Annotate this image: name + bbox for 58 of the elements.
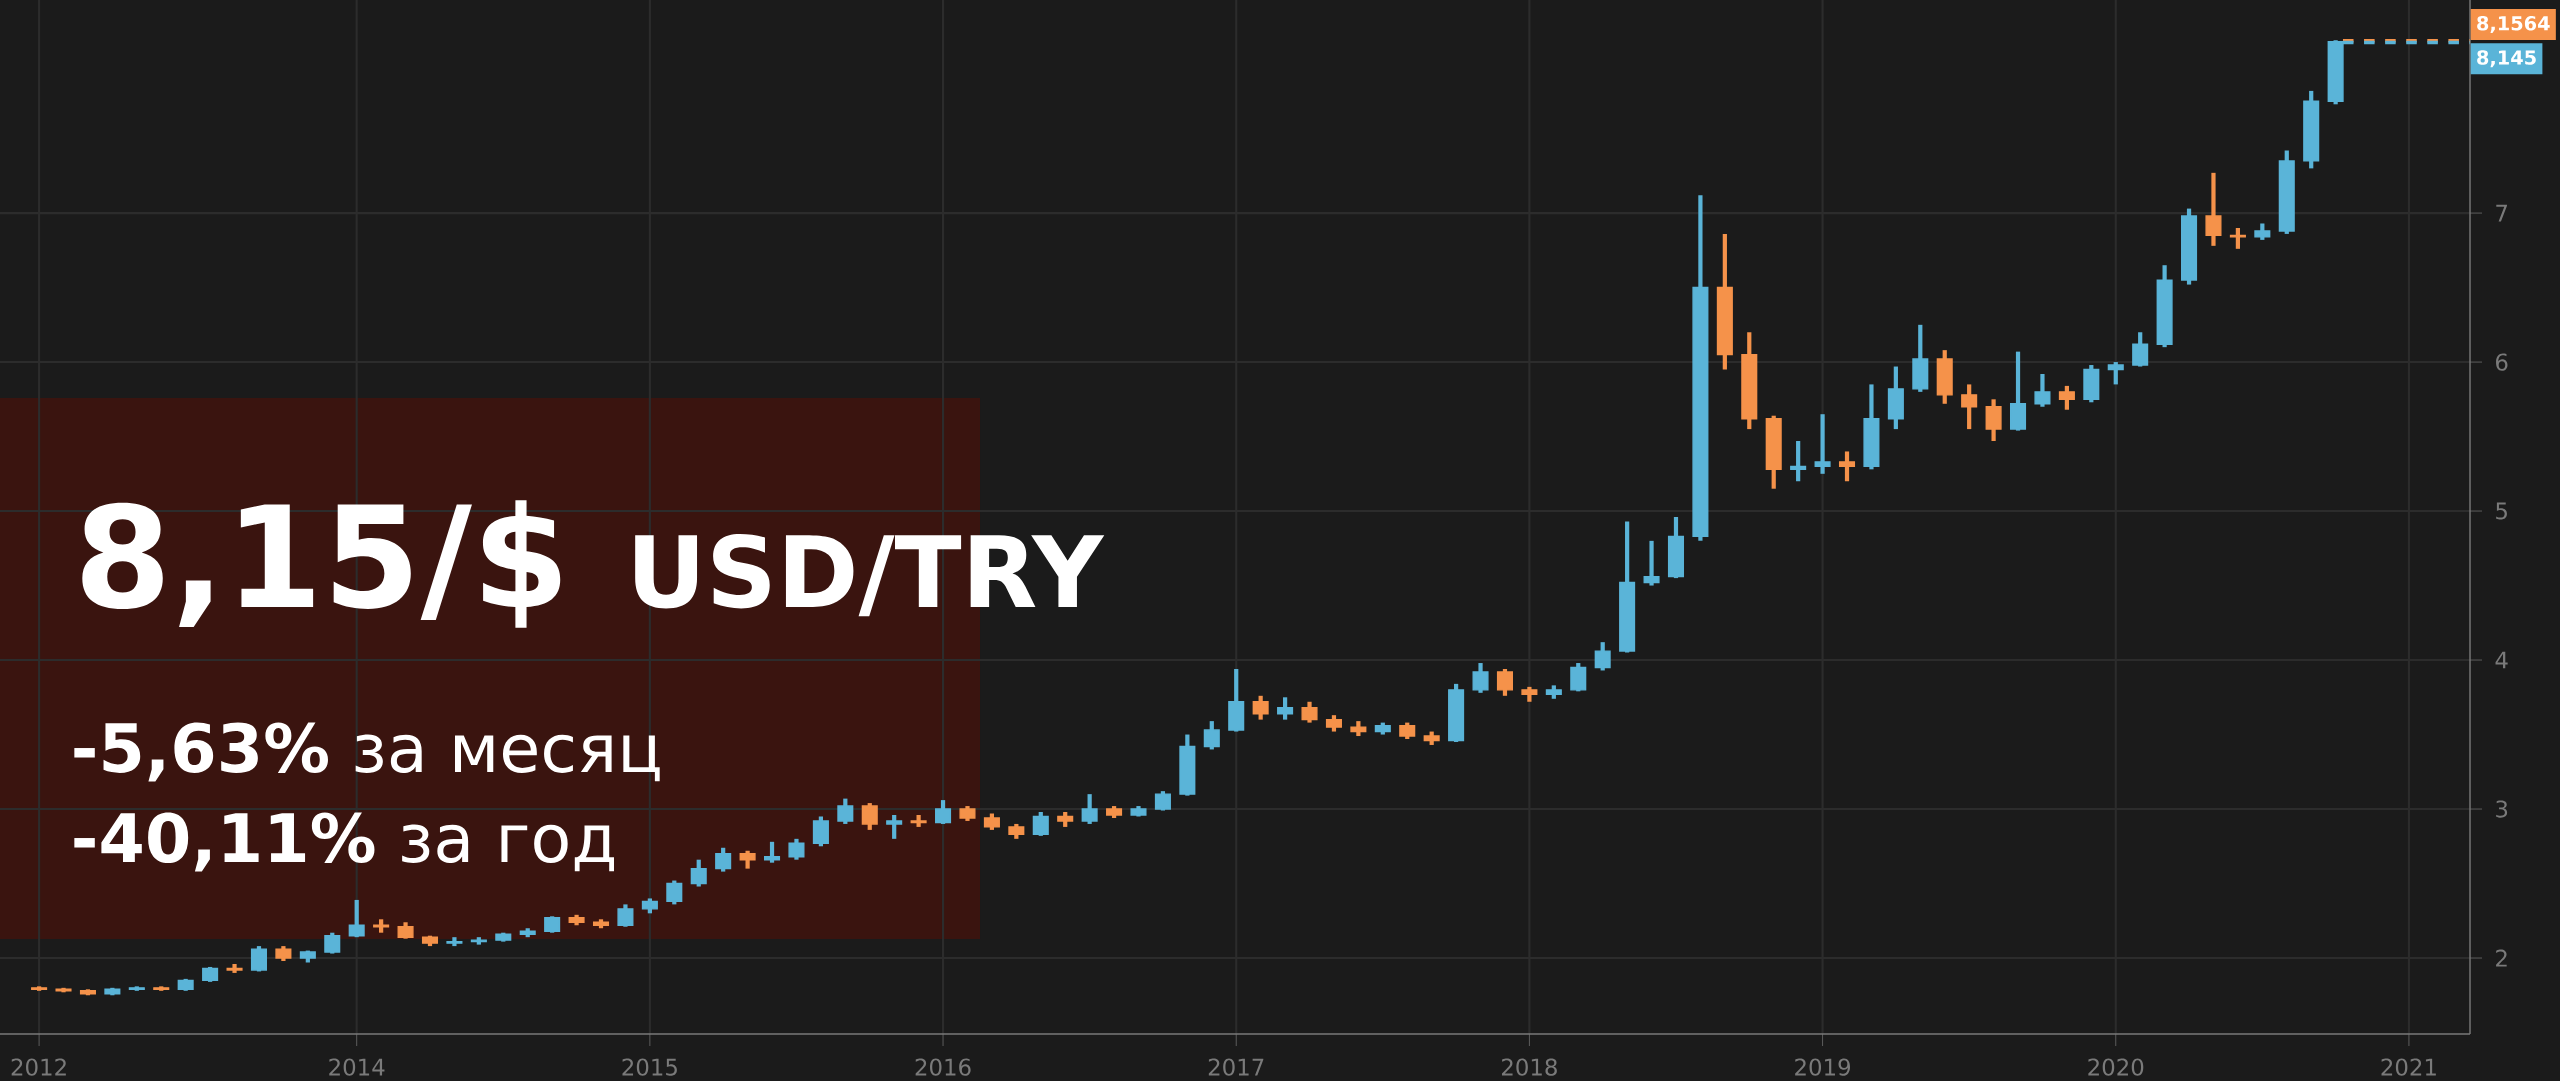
candlestick: [666, 880, 683, 905]
candlestick: [837, 798, 854, 824]
x-tick-label: 2015: [622, 1058, 677, 1076]
candlestick: [2205, 172, 2222, 246]
x-tick-label: 2017: [1208, 1058, 1264, 1076]
y-tick-label: 5: [2496, 502, 2507, 520]
candlestick: [1643, 540, 1660, 586]
candlestick: [1961, 384, 1978, 430]
candlestick: [1472, 663, 1489, 693]
candlestick: [1985, 399, 2002, 442]
candlestick: [1814, 414, 1831, 474]
candlestick: [715, 847, 732, 872]
candlestick: [2132, 332, 2149, 367]
candlestick: [1790, 441, 1807, 482]
annotation: -40,11% за год: [74, 812, 614, 872]
candlestick: [1277, 697, 1294, 720]
x-tick-label: 2014: [329, 1058, 385, 1076]
candlestick: [1032, 812, 1049, 836]
text: 8,15/$: [82, 500, 561, 628]
candlestick: [2229, 227, 2246, 249]
candlestick: [690, 859, 707, 887]
candlestick: [861, 803, 878, 830]
y-tick-label: 7: [2496, 204, 2507, 222]
candlestick: [788, 838, 805, 860]
annotation: -5,63% за месяц: [74, 722, 660, 782]
candlestick: [1203, 721, 1220, 750]
candlestick: [1252, 695, 1269, 720]
ref-line-label: 8,1564: [2477, 15, 2550, 34]
candlestick: [1570, 663, 1587, 692]
candlestick: [617, 904, 634, 927]
y-tick-label: 2: [2496, 949, 2507, 967]
x-tick-label: 2012: [11, 1058, 66, 1076]
candlestick: [886, 815, 903, 839]
text: USD/TRY: [635, 533, 1105, 617]
candlestick: [1594, 642, 1611, 671]
x-tick-label: 2021: [2381, 1058, 2436, 1076]
candlestick: [935, 800, 952, 824]
x-tick-label: 2019: [1795, 1058, 1850, 1076]
candlestick: [1301, 701, 1318, 723]
x-tick-label: 2020: [2088, 1058, 2144, 1076]
candlestick: [1154, 791, 1171, 811]
candlestick: [812, 816, 829, 847]
x-tick-label: 2016: [915, 1058, 971, 1076]
candlestick: [2058, 385, 2075, 410]
candlestick: [348, 899, 365, 938]
y-tick-label: 3: [2496, 800, 2508, 818]
candlestick: [2107, 362, 2124, 385]
candlestick: [1496, 668, 1514, 696]
candlestick: [1081, 794, 1098, 824]
candlestick: [2034, 373, 2051, 407]
candlestick: [324, 932, 341, 954]
candlestick: [1838, 451, 1856, 482]
x-tick-label: 2018: [1501, 1058, 1557, 1076]
y-tick-label: 6: [2496, 353, 2508, 371]
candlestick: [763, 841, 781, 863]
y-tick-label: 4: [2495, 651, 2508, 669]
candlestick: [250, 946, 268, 972]
ref-line-label: 8,145: [2477, 50, 2536, 68]
